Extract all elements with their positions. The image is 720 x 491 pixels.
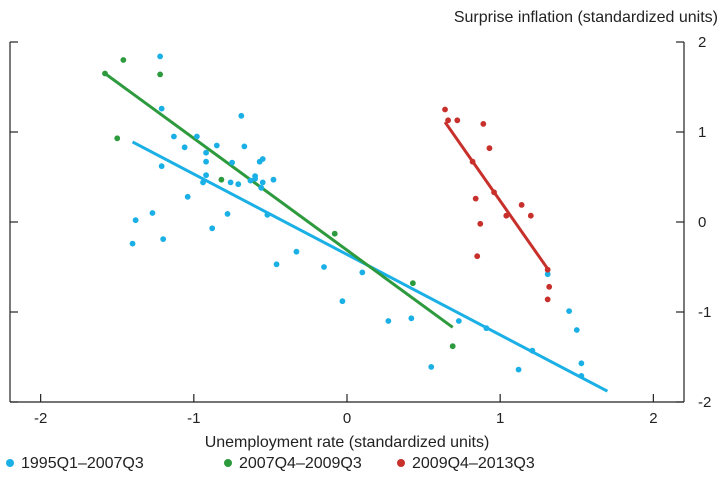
data-point-series-1 bbox=[483, 325, 490, 332]
data-point-series-1 bbox=[241, 143, 248, 150]
data-point-series-3 bbox=[469, 158, 476, 165]
data-point-series-2 bbox=[218, 176, 225, 183]
data-point-series-3 bbox=[480, 121, 487, 127]
fit-line-series-2 bbox=[104, 72, 454, 329]
data-point-series-3 bbox=[477, 220, 484, 227]
data-point-series-2 bbox=[157, 71, 164, 78]
y-tick-label: 0 bbox=[698, 214, 706, 231]
x-tick-label: -2 bbox=[34, 410, 47, 427]
data-point-series-1 bbox=[224, 211, 231, 217]
data-point-series-1 bbox=[171, 133, 177, 140]
data-point-series-3 bbox=[491, 189, 497, 196]
data-point-series-1 bbox=[238, 112, 245, 119]
data-point-series-1 bbox=[203, 172, 209, 179]
x-tick-label: 1 bbox=[496, 410, 504, 427]
data-point-series-1 bbox=[252, 175, 258, 182]
data-point-series-1 bbox=[160, 236, 167, 243]
legend-marker-series-1 bbox=[6, 459, 14, 467]
data-point-series-3 bbox=[544, 296, 551, 303]
data-point-series-1 bbox=[385, 318, 392, 324]
data-point-series-1 bbox=[258, 184, 265, 191]
data-point-series-1 bbox=[259, 179, 266, 186]
data-point-series-3 bbox=[472, 195, 479, 202]
x-tick-label: 2 bbox=[649, 410, 657, 427]
data-point-series-1 bbox=[359, 269, 366, 276]
x-axis-label: Unemployment rate (standardized units) bbox=[205, 434, 490, 451]
data-point-series-1 bbox=[408, 315, 415, 322]
data-point-series-2 bbox=[331, 230, 338, 237]
y-tick-label: 2 bbox=[698, 34, 706, 51]
data-point-series-2 bbox=[409, 280, 416, 287]
data-point-series-3 bbox=[445, 117, 451, 124]
data-point-series-1 bbox=[578, 373, 585, 379]
data-point-series-1 bbox=[455, 318, 462, 324]
data-point-series-1 bbox=[158, 105, 165, 112]
data-point-series-2 bbox=[120, 57, 127, 63]
y-tick-label: -2 bbox=[698, 394, 711, 411]
data-point-series-1 bbox=[129, 240, 136, 247]
data-point-series-1 bbox=[529, 347, 536, 354]
data-point-series-1 bbox=[259, 156, 266, 162]
data-point-series-1 bbox=[273, 261, 280, 268]
data-point-series-1 bbox=[270, 176, 277, 183]
data-point-series-1 bbox=[264, 211, 271, 218]
data-point-series-1 bbox=[515, 366, 522, 373]
x-tick-label: -1 bbox=[187, 410, 200, 427]
y-tick-label: -1 bbox=[698, 304, 711, 321]
legend: 1995Q1–2007Q3 2007Q4–2009Q3 2009Q4–2013Q3 bbox=[6, 455, 535, 472]
legend-label-series-1: 1995Q1–2007Q3 bbox=[21, 455, 144, 472]
data-point-series-3 bbox=[442, 106, 448, 113]
data-point-series-3 bbox=[486, 145, 493, 152]
data-point-series-1 bbox=[428, 364, 435, 370]
data-point-series-3 bbox=[527, 212, 534, 219]
data-point-series-1 bbox=[544, 271, 551, 278]
fit-line-series-3 bbox=[443, 121, 549, 270]
data-point-series-1 bbox=[132, 217, 139, 224]
data-point-series-1 bbox=[227, 179, 234, 186]
legend-marker-series-2 bbox=[224, 459, 232, 467]
data-point-series-1 bbox=[149, 210, 156, 216]
data-point-series-1 bbox=[209, 225, 216, 232]
data-point-series-1 bbox=[566, 308, 573, 314]
legend-label-series-2: 2007Q4–2009Q3 bbox=[239, 455, 362, 472]
data-point-series-3 bbox=[546, 283, 553, 290]
data-point-series-1 bbox=[247, 177, 254, 184]
data-point-series-1 bbox=[193, 133, 200, 140]
data-point-series-1 bbox=[578, 360, 585, 367]
data-point-series-1 bbox=[321, 264, 327, 270]
axes: -2 -1 0 1 2 -2 -1 0 1 2 bbox=[9, 34, 711, 427]
data-point-series-1 bbox=[293, 248, 300, 255]
y-tick-label: 1 bbox=[698, 124, 706, 141]
legend-marker-series-3 bbox=[397, 459, 405, 467]
data-point-series-1 bbox=[181, 144, 188, 151]
data-point-series-1 bbox=[158, 163, 165, 170]
data-point-series-3 bbox=[503, 212, 510, 219]
data-point-series-1 bbox=[200, 179, 206, 186]
data-points bbox=[102, 53, 585, 379]
legend-label-series-3: 2009Q4–2013Q3 bbox=[412, 455, 535, 472]
data-point-series-1 bbox=[339, 298, 346, 305]
data-point-series-1 bbox=[573, 327, 580, 333]
data-point-series-1 bbox=[235, 181, 242, 188]
data-point-series-2 bbox=[102, 70, 108, 77]
data-point-series-1 bbox=[203, 149, 209, 156]
data-point-series-2 bbox=[449, 343, 456, 350]
data-point-series-3 bbox=[454, 117, 461, 124]
data-point-series-2 bbox=[114, 135, 121, 142]
data-point-series-1 bbox=[157, 53, 164, 60]
data-point-series-1 bbox=[213, 142, 220, 149]
data-point-series-1 bbox=[203, 158, 209, 165]
data-point-series-3 bbox=[544, 266, 551, 273]
data-point-series-1 bbox=[229, 159, 236, 166]
fit-lines bbox=[104, 72, 609, 393]
data-point-series-1 bbox=[184, 193, 191, 200]
data-point-series-3 bbox=[474, 253, 481, 260]
x-tick-label: 0 bbox=[343, 410, 351, 427]
data-point-series-3 bbox=[518, 202, 525, 208]
y-axis-label: Surprise inflation (standardized units) bbox=[454, 9, 718, 26]
